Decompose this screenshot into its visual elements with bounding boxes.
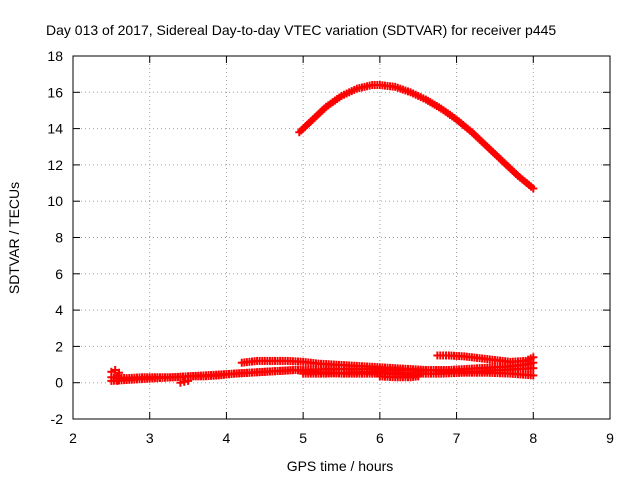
tick-labels: 2 3 4 5 6 7 8 9 -2 0 2 4 6 8 10 12 14 16 18 — [47, 48, 614, 446]
x-tick-label: 5 — [299, 430, 307, 446]
chart-title: Day 013 of 2017, Sidereal Day-to-day VTE… — [46, 22, 556, 38]
y-axis-label: SDTVAR / TECUs — [6, 182, 22, 294]
x-tick-label: 6 — [376, 430, 384, 446]
data-point — [184, 376, 193, 385]
y-tick-label: -2 — [51, 411, 64, 427]
x-tick-label: 9 — [606, 430, 614, 446]
data-point — [113, 376, 122, 385]
x-tick-label: 8 — [529, 430, 537, 446]
y-tick-label: 6 — [55, 266, 63, 282]
x-axis-label: GPS time / hours — [287, 458, 394, 474]
data-point — [414, 372, 423, 381]
y-tick-label: 18 — [47, 48, 63, 64]
y-tick-label: 16 — [47, 84, 63, 100]
grid-lines — [73, 56, 610, 419]
plot-border — [72, 55, 611, 420]
y-tick-label: 4 — [55, 302, 63, 318]
x-tick-label: 7 — [453, 430, 461, 446]
x-tick-label: 3 — [146, 430, 154, 446]
data-points — [107, 81, 538, 387]
data-point — [529, 353, 538, 362]
y-tick-label: 2 — [55, 338, 63, 354]
y-tick-label: 14 — [47, 121, 63, 137]
x-tick-label: 4 — [223, 430, 231, 446]
plot-frame — [72, 55, 611, 420]
y-tick-label: 0 — [55, 375, 63, 391]
x-tick-label: 2 — [69, 430, 77, 446]
y-tick-label: 8 — [55, 230, 63, 246]
data-point — [529, 364, 538, 373]
data-point — [529, 184, 538, 193]
y-tick-label: 12 — [47, 157, 63, 173]
data-point — [529, 371, 538, 380]
y-tick-label: 10 — [47, 193, 63, 209]
